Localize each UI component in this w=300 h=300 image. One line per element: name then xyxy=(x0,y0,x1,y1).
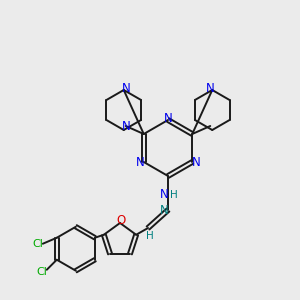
Text: N: N xyxy=(160,188,168,200)
Text: N: N xyxy=(135,155,144,169)
Text: N: N xyxy=(164,112,172,125)
Text: N: N xyxy=(122,119,130,133)
Text: N: N xyxy=(206,82,214,95)
Text: O: O xyxy=(116,214,126,227)
Text: H: H xyxy=(146,231,154,241)
Text: Cl: Cl xyxy=(32,239,43,249)
Text: N: N xyxy=(160,203,168,217)
Text: H: H xyxy=(170,190,178,200)
Text: N: N xyxy=(122,82,130,95)
Text: Cl: Cl xyxy=(36,267,47,277)
Text: N: N xyxy=(192,155,201,169)
